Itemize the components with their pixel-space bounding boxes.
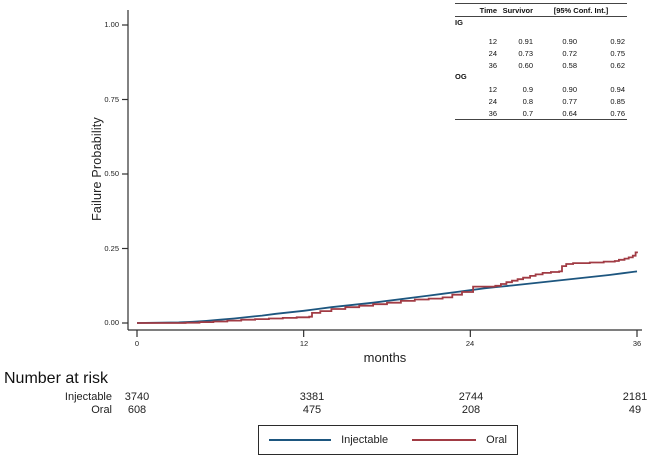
table-group-label: IG xyxy=(455,18,463,27)
at-risk-count: 3381 xyxy=(299,391,325,403)
series-curve-injectable xyxy=(136,270,638,324)
y-tick-label: 0.00 xyxy=(104,318,119,327)
survivor-estimates-table: Time Survivor [95% Conf. Int.] IG 12 0.91 0… xyxy=(455,3,627,120)
table-cell: 0.64 xyxy=(562,108,577,118)
table-header-row: Time Survivor [95% Conf. Int.] xyxy=(455,3,627,17)
legend-label-oral: Oral xyxy=(486,434,507,446)
x-axis-title: months xyxy=(363,350,407,365)
table-row: 36 0.7 0.64 0.76 xyxy=(455,107,627,119)
table-cell: 0.92 xyxy=(610,36,625,46)
table-cell: 12 xyxy=(488,84,497,94)
table-cell: 0.85 xyxy=(610,96,625,106)
at-risk-count: 475 xyxy=(302,404,322,416)
table-cell: 0.8 xyxy=(522,96,533,106)
x-tick-label: 24 xyxy=(465,339,475,348)
at-risk-count: 3740 xyxy=(124,391,150,403)
y-tick-label: 0.25 xyxy=(104,243,119,253)
legend-line-injectable xyxy=(269,439,332,441)
series-curve-oral xyxy=(137,251,638,324)
y-tick-label: 0.50 xyxy=(104,169,119,178)
table-group-label: OG xyxy=(455,72,467,81)
y-tick-label: 1.00 xyxy=(104,20,119,29)
legend-line-oral xyxy=(412,439,477,441)
table-cell: 0.7 xyxy=(522,108,533,118)
at-risk-count: 608 xyxy=(127,404,147,416)
table-cell: 0.73 xyxy=(518,48,533,58)
table-cell: 0.72 xyxy=(562,48,577,58)
table-cell: 36 xyxy=(488,108,497,118)
table-cell: 0.60 xyxy=(518,60,533,70)
table-row: 12 0.9 0.90 0.94 xyxy=(455,83,627,95)
x-tick-label: 0 xyxy=(134,339,140,348)
at-risk-row-label-oral: Oral xyxy=(91,404,112,416)
table-header-time: Time xyxy=(479,5,497,15)
table-row: 36 0.60 0.58 0.62 xyxy=(455,59,627,71)
table-cell: 0.94 xyxy=(610,84,625,94)
at-risk-count: 208 xyxy=(461,404,481,416)
table-cell: 0.75 xyxy=(610,48,625,58)
table-bottom-rule xyxy=(455,119,627,120)
table-cell: 0.58 xyxy=(562,60,577,70)
table-row: 12 0.91 0.90 0.92 xyxy=(455,35,627,47)
table-cell: 0.76 xyxy=(610,108,625,118)
table-row: 24 0.73 0.72 0.75 xyxy=(455,47,627,59)
at-risk-count: 49 xyxy=(628,404,642,416)
table-header-survivor: Survivor xyxy=(502,5,533,15)
table-cell: 0.62 xyxy=(610,60,625,70)
legend: Injectable Oral xyxy=(258,425,518,455)
table-body: IG 12 0.91 0.90 0.92 24 0.73 0.72 0.75 36 0.60 0.58… xyxy=(455,17,627,119)
y-tick-label: 0.75 xyxy=(104,94,119,104)
x-tick-label: 36 xyxy=(632,339,642,348)
at-risk-row-label-injectable: Injectable xyxy=(64,391,112,403)
at-risk-count: 2181 xyxy=(622,391,648,403)
table-cell: 24 xyxy=(488,96,497,106)
table-cell: 12 xyxy=(488,36,497,46)
number-at-risk-title: Number at risk xyxy=(4,370,109,387)
table-cell: 24 xyxy=(488,48,497,58)
table-header-ci: [95% Conf. Int.] xyxy=(553,5,609,15)
table-cell: 0.90 xyxy=(562,84,577,94)
x-tick-label: 12 xyxy=(299,339,309,348)
table-cell: 0.91 xyxy=(518,36,533,46)
legend-label-injectable: Injectable xyxy=(341,434,389,446)
table-row: 24 0.8 0.77 0.85 xyxy=(455,95,627,107)
table-cell: 0.90 xyxy=(562,36,577,46)
table-cell: 0.77 xyxy=(562,96,577,106)
at-risk-count: 2744 xyxy=(458,391,484,403)
table-cell: 0.9 xyxy=(522,84,533,94)
table-cell: 36 xyxy=(488,60,497,70)
y-axis-title: Failure Probability xyxy=(90,117,104,221)
